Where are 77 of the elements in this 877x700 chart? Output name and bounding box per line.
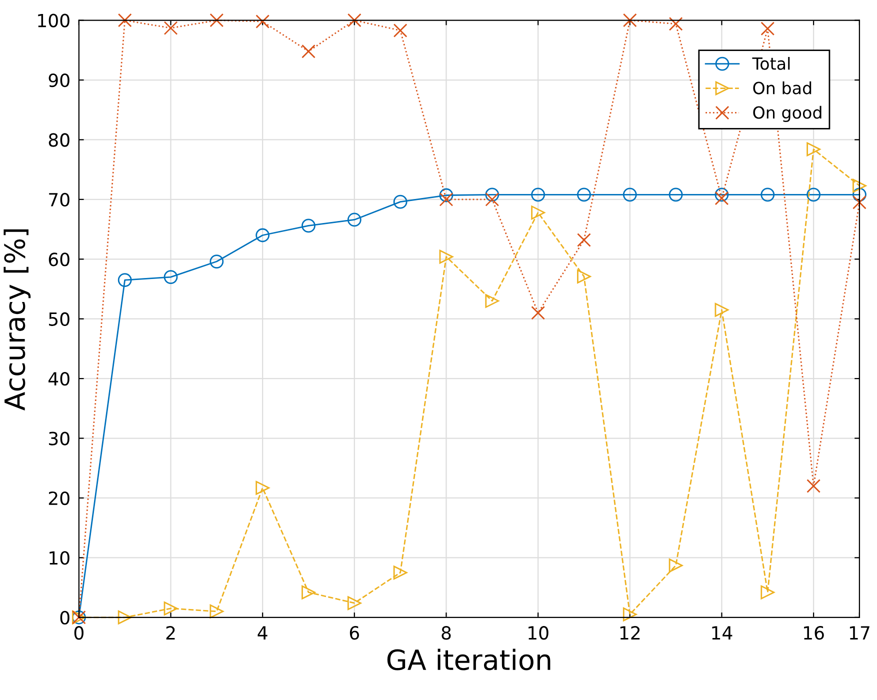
x-tick-label: 8 — [442, 626, 451, 640]
point — [852, 178, 866, 193]
point — [622, 607, 637, 622]
point — [302, 218, 316, 233]
point — [485, 188, 500, 202]
point — [118, 13, 132, 28]
y-tick-label: 60 — [48, 252, 70, 266]
x-tick-label: 17 — [850, 626, 870, 640]
point — [852, 195, 866, 210]
x-axis-title: GA iteration — [387, 648, 550, 670]
point — [760, 22, 775, 36]
legend-label: Total — [752, 56, 790, 70]
point — [531, 306, 546, 320]
y-tick-label: 70 — [49, 192, 70, 207]
point — [256, 228, 270, 242]
point — [210, 13, 224, 28]
point — [347, 212, 362, 227]
point — [302, 585, 316, 600]
point — [210, 604, 224, 618]
point — [806, 188, 820, 202]
y-tick-label: 0 — [60, 610, 70, 625]
point — [393, 194, 408, 209]
point — [393, 566, 408, 580]
point — [256, 14, 270, 28]
x-tick-label: 10 — [528, 626, 548, 640]
point — [714, 188, 729, 202]
point — [852, 188, 866, 202]
x-tick-label: 12 — [620, 626, 640, 640]
point — [393, 24, 408, 38]
x-tick-label: 16 — [804, 626, 824, 640]
x-tick-label: 0 — [74, 626, 84, 640]
point — [164, 270, 178, 284]
point — [668, 558, 683, 572]
y-tick-label: 100 — [38, 14, 70, 28]
x-tick-label: 14 — [712, 626, 732, 640]
point — [531, 188, 546, 202]
point — [485, 192, 500, 206]
y-axis-title: Accuracy [%] — [4, 229, 31, 410]
point — [302, 44, 316, 58]
y-tick-label: 50 — [49, 312, 70, 326]
point — [118, 610, 132, 624]
point — [164, 21, 178, 36]
point — [439, 250, 454, 264]
legend-label: On bad — [753, 81, 812, 94]
point — [347, 13, 362, 28]
point — [668, 16, 683, 31]
y-tick-label: 90 — [48, 73, 70, 88]
point — [622, 13, 637, 28]
point — [622, 188, 637, 202]
point — [485, 294, 500, 308]
legend-label: On good — [753, 106, 822, 122]
point — [806, 142, 820, 156]
y-tick-label: 80 — [48, 133, 70, 147]
point — [531, 206, 546, 220]
point — [714, 191, 729, 206]
point — [164, 602, 178, 616]
point — [118, 273, 132, 287]
x-tick-label: 6 — [350, 626, 360, 640]
point — [760, 188, 775, 202]
point — [210, 254, 224, 268]
x-tick-label: 2 — [166, 626, 175, 640]
point — [577, 188, 591, 202]
point — [347, 596, 362, 610]
y-tick-label: 40 — [48, 372, 70, 386]
point — [577, 270, 591, 284]
y-tick-label: 20 — [48, 491, 70, 506]
point — [714, 302, 729, 317]
x-tick-label: 4 — [258, 626, 268, 640]
point — [256, 480, 270, 495]
point — [668, 188, 683, 202]
point — [439, 192, 454, 206]
point — [760, 585, 775, 600]
point — [577, 233, 591, 247]
point — [439, 188, 454, 202]
point — [806, 479, 820, 493]
y-tick-label: 30 — [49, 432, 70, 446]
y-tick-label: 10 — [50, 551, 70, 565]
